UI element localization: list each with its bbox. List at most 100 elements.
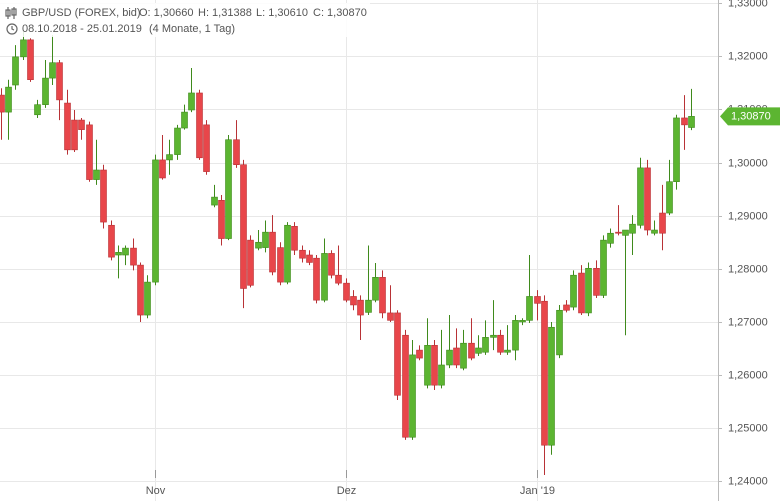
candle-body	[166, 154, 173, 161]
candle-body	[174, 127, 181, 155]
x-tick-label: Nov	[146, 485, 166, 497]
candle-body	[681, 117, 688, 126]
candle-body	[49, 62, 56, 79]
candle-body	[233, 139, 240, 165]
candle-body	[262, 231, 269, 248]
candle-body	[122, 247, 129, 256]
y-tick-label: 1,29000	[728, 210, 768, 222]
candle-body	[431, 345, 438, 386]
candle-body	[240, 164, 247, 289]
candle-body	[622, 229, 629, 236]
candle-body	[159, 159, 166, 179]
candle-body	[78, 119, 85, 130]
candle-body	[402, 334, 409, 438]
candle-body	[306, 254, 313, 263]
candle-body	[607, 232, 614, 244]
candle-body	[34, 104, 41, 116]
candle-body	[328, 253, 335, 276]
candle-body	[446, 349, 453, 366]
candle-body	[504, 349, 511, 353]
y-tick-label: 1,28000	[728, 263, 768, 275]
candle-body	[673, 117, 680, 182]
candle-body	[100, 169, 107, 223]
candle-body	[86, 124, 93, 180]
candle-body	[152, 159, 159, 283]
candle-body	[548, 326, 555, 446]
candle-body	[475, 347, 482, 354]
candle-body	[196, 92, 203, 159]
candle-body	[144, 281, 151, 316]
candle-body	[534, 296, 541, 304]
y-tick-label: 1,27000	[728, 316, 768, 328]
candle-body	[284, 224, 291, 283]
candle-body	[379, 277, 386, 314]
candle-body	[93, 169, 100, 180]
candle-body	[453, 347, 460, 366]
candle-body	[482, 337, 489, 353]
candle-body	[12, 56, 19, 86]
candle-body	[357, 299, 364, 316]
candle-body	[563, 304, 570, 311]
candle-body	[130, 247, 137, 266]
candle-body	[468, 342, 475, 359]
header: GBP/USD (FOREX, bid) O: 1,30660 H: 1,313…	[0, 3, 370, 37]
candle-body	[313, 257, 320, 301]
plot-area	[0, 0, 722, 501]
candle-body	[299, 249, 306, 259]
candle-body	[0, 94, 5, 113]
candle-body	[519, 320, 526, 323]
candle-body	[490, 334, 497, 338]
candle-body	[203, 124, 210, 172]
candle-body	[637, 167, 644, 226]
candle-body	[5, 86, 12, 113]
candle-body	[570, 274, 577, 308]
candle-icon	[5, 7, 17, 19]
period: (4 Monate, 1 Tag)	[149, 23, 235, 35]
last-price-label: 1,30870	[731, 110, 771, 122]
candle-body	[291, 226, 298, 251]
candle-body	[497, 334, 504, 353]
candle-body	[115, 252, 122, 256]
candle-body	[666, 181, 673, 214]
y-tick-label: 1,30000	[728, 157, 768, 169]
candle-body	[387, 312, 394, 321]
y-tick-label: 1,32000	[728, 50, 768, 62]
candle-body	[321, 253, 328, 301]
candle-body	[225, 139, 232, 239]
y-tick-label: 1,33000	[728, 0, 768, 9]
title: GBP/USD (FOREX, bid)	[22, 7, 141, 19]
candle-body	[651, 229, 658, 234]
ohlc-label: C: 1,30870	[313, 7, 367, 19]
candle-body	[460, 342, 467, 369]
candle-body	[526, 296, 533, 321]
candle-body	[556, 309, 563, 356]
candle-body	[350, 296, 357, 306]
candle-body	[64, 102, 71, 151]
candle-body	[247, 239, 254, 286]
ohlc-label: L: 1,30610	[256, 7, 308, 19]
candle-body	[659, 212, 666, 234]
candle-body	[335, 274, 342, 284]
candle-body	[615, 231, 622, 234]
clock-icon	[6, 23, 18, 35]
candle-body	[56, 62, 63, 101]
candle-body	[343, 282, 350, 301]
candle-body	[188, 92, 195, 111]
x-tick-label: Dez	[337, 485, 357, 497]
candle-body	[108, 224, 115, 258]
candle-body	[585, 267, 592, 314]
candle-body	[394, 312, 401, 396]
y-tick-label: 1,24000	[728, 475, 768, 487]
candle-body	[416, 349, 423, 359]
ohlc-label: O: 1,30660	[139, 7, 193, 19]
date-range: 08.10.2018 - 25.01.2019	[22, 23, 142, 35]
candle-body	[541, 300, 548, 446]
candle-body	[600, 239, 607, 296]
candle-body	[512, 320, 519, 351]
x-tick-label: Jan '19	[520, 485, 555, 497]
candle-body	[20, 39, 27, 58]
y-tick-label: 1,26000	[728, 369, 768, 381]
candle-body	[27, 39, 34, 80]
candle-body	[372, 277, 379, 301]
